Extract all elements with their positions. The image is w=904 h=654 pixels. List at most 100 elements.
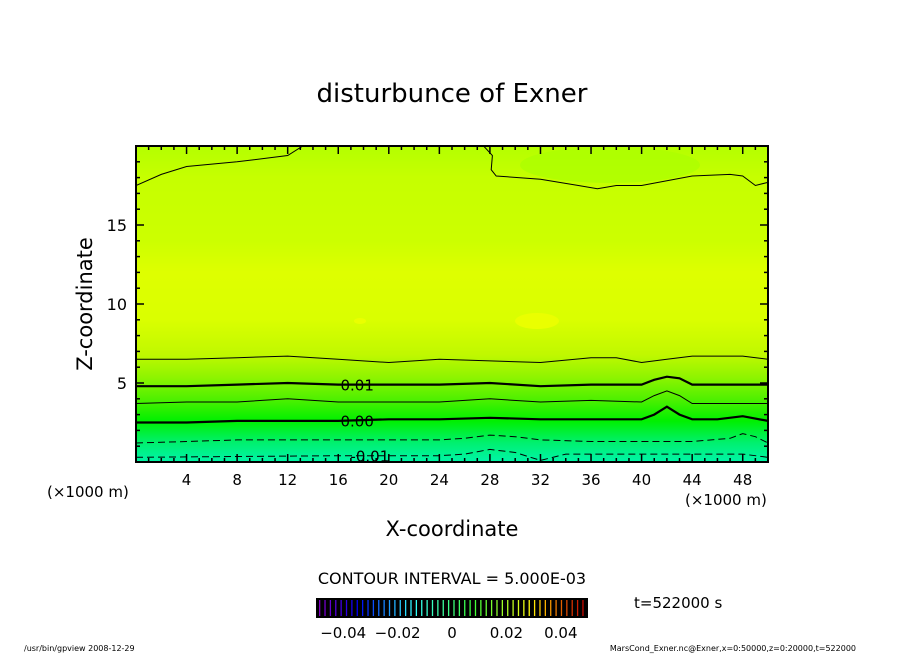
colorbar-tick-label: −0.04 [320, 624, 366, 642]
colorbar-tick-label: −0.02 [375, 624, 421, 642]
colorbar-segment [571, 600, 573, 616]
contour-line [136, 390, 768, 404]
footer-right: MarsCond_Exner.nc@Exner,x=0:50000,z=0:20… [610, 644, 856, 653]
colorbar-segment [410, 600, 412, 616]
colorbar-segment [582, 600, 584, 616]
x-unit-label-left: (×1000 m) [47, 483, 129, 501]
contour-label: 0.01 [340, 377, 373, 395]
colorbar-segment [335, 600, 337, 616]
colorbar-segment [388, 600, 391, 616]
contour-line [136, 433, 768, 444]
x-axis-label: X-coordinate [386, 517, 519, 541]
colorbar-segment [523, 600, 525, 616]
colorbar-segment [490, 600, 493, 616]
colorbar-segment [415, 600, 418, 616]
colorbar-segment [367, 600, 369, 616]
x-tick-label: 8 [232, 471, 242, 489]
contour-label: 0.00 [340, 412, 373, 430]
colorbar-segment [512, 600, 514, 616]
colorbar-tick-label: 0 [447, 624, 457, 642]
colorbar-segment [356, 600, 358, 616]
colorbar-segment [442, 600, 444, 616]
colorbar-segment [383, 600, 385, 616]
colorbar-segment [404, 600, 407, 616]
contour-line [483, 146, 768, 190]
x-tick-label: 44 [683, 471, 702, 489]
x-tick-label: 4 [182, 471, 192, 489]
x-tick-label: 28 [480, 471, 499, 489]
x-tick-label: 20 [379, 471, 398, 489]
colorbar-segment [550, 600, 552, 616]
y-tick-label: 10 [107, 295, 127, 314]
contour-line [136, 146, 304, 186]
contour-line [136, 355, 768, 364]
contour-line [136, 405, 768, 424]
colorbar-segment [340, 600, 342, 616]
colorbar-segment [399, 600, 401, 616]
colorbar: −0.04 −0.02 0 0.02 0.04 [316, 598, 588, 642]
colorbar-segment [447, 600, 450, 616]
footer-left: /usr/bin/gpview 2008-12-29 [24, 644, 135, 653]
x-tick-label: 12 [278, 471, 297, 489]
colorbar-segment [528, 600, 530, 616]
colorbar-segment [319, 600, 321, 616]
colorbar-segment [437, 600, 439, 616]
field-high-region [515, 313, 559, 329]
colorbar-segment [464, 600, 466, 616]
y-axis-label: Z-coordinate [73, 237, 97, 371]
y-tick-label: 15 [107, 216, 127, 235]
time-label: t=522000 s [634, 594, 722, 612]
x-tick-label: 48 [733, 471, 752, 489]
contour-lines [136, 146, 768, 461]
colorbar-segment [533, 600, 536, 616]
chart-title: disturbunce of Exner [317, 79, 588, 109]
x-unit-label-right: (×1000 m) [685, 491, 767, 509]
contour-line [136, 448, 768, 461]
field-background [136, 146, 768, 462]
colorbar-segment [576, 600, 579, 616]
contour-interval-label: CONTOUR INTERVAL = 5.000E-03 [318, 569, 586, 588]
x-tick-label: 36 [581, 471, 600, 489]
x-tick-label: 40 [632, 471, 651, 489]
colorbar-tick-label: 0.02 [490, 624, 523, 642]
colorbar-segment [431, 600, 434, 616]
colorbar-segment [458, 600, 461, 616]
colorbar-segment [394, 600, 396, 616]
colorbar-segment [517, 600, 520, 616]
colorbar-segment [351, 600, 353, 616]
colorbar-segment [539, 600, 541, 616]
colorbar-segment [560, 600, 563, 616]
colorbar-segment [324, 600, 326, 616]
colorbar-segment [566, 600, 568, 616]
x-tick-label: 16 [329, 471, 348, 489]
colorbar-segment [372, 600, 375, 616]
colorbar-segment [496, 600, 498, 616]
colorbar-segment [469, 600, 471, 616]
field-low-region [520, 147, 700, 183]
colorbar-segment [555, 600, 557, 616]
colorbar-tick-label: 0.04 [544, 624, 577, 642]
x-tick-label: 24 [430, 471, 449, 489]
y-tick-label: 5 [117, 374, 127, 393]
colorbar-segment [501, 600, 504, 616]
colorbar-segment [329, 600, 332, 616]
field-high-spot [354, 318, 366, 324]
colorbar-segment [480, 600, 482, 616]
colorbar-segment [345, 600, 348, 616]
axis-ticks [136, 146, 768, 462]
colorbar-segment [361, 600, 364, 616]
colorbar-segment [485, 600, 487, 616]
colorbar-segment [378, 600, 380, 616]
colorbar-segment [544, 600, 546, 616]
field [136, 146, 768, 462]
colorbar-segment [421, 600, 423, 616]
colorbar-segment [453, 600, 455, 616]
x-tick-label: 32 [531, 471, 550, 489]
colorbar-segment [507, 600, 509, 616]
colorbar-segment [426, 600, 428, 616]
colorbar-segment [474, 600, 477, 616]
contour-line [136, 375, 768, 388]
